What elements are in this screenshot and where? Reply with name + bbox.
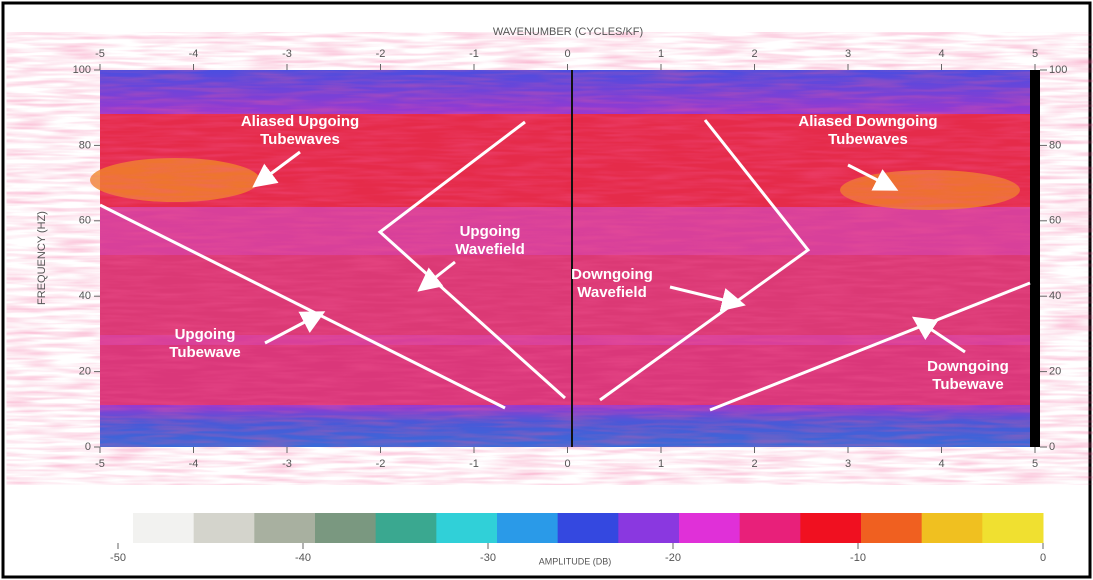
colorbar-tick-label: -40 (295, 552, 311, 564)
y-tick-label: 100 (73, 64, 91, 76)
colorbar-swatch (739, 513, 801, 543)
x-tick-label: 5 (1032, 458, 1038, 470)
colorbar-swatch (921, 513, 983, 543)
colorbar-swatch (375, 513, 437, 543)
colorbar-swatch (800, 513, 862, 543)
x-tick-label-top: 0 (564, 48, 570, 60)
x-tick-label: -5 (95, 458, 105, 470)
colorbar-swatch (497, 513, 559, 543)
annotation: Aliased Upgoing Tubewaves (241, 113, 359, 148)
y-tick-label-right: 100 (1049, 64, 1067, 76)
annotation: Aliased Downgoing Tubewaves (798, 113, 937, 148)
x-tick-label-top: -4 (189, 48, 199, 60)
colorbar-swatch (315, 513, 377, 543)
colorbar-tick-label: 0 (1040, 552, 1046, 564)
x-tick-label-top: 4 (938, 48, 944, 60)
x-tick-label-top: 2 (751, 48, 757, 60)
colorbar-tick-label: -10 (850, 552, 866, 564)
y-tick-label: 60 (79, 215, 91, 227)
annotation: Downgoing Tubewave (927, 358, 1009, 393)
colorbar-swatch (861, 513, 923, 543)
y-tick-label-right: 0 (1049, 441, 1055, 453)
y-tick-label: 80 (79, 139, 91, 151)
colorbar-swatch (193, 513, 255, 543)
colorbar-tick-label: -50 (110, 552, 126, 564)
spectrum (90, 70, 1040, 447)
x-tick-label: -1 (469, 458, 479, 470)
x-axis-label: WAVENUMBER (CYCLES/KF) (493, 26, 643, 38)
y-tick-label: 0 (85, 441, 91, 453)
colorbar-swatch (133, 513, 195, 543)
x-tick-label-top: 3 (845, 48, 851, 60)
annotation: Upgoing Wavefield (455, 223, 524, 258)
x-tick-label-top: 1 (658, 48, 664, 60)
y-tick-label: 20 (79, 366, 91, 378)
x-tick-label-top: -3 (282, 48, 292, 60)
x-tick-label-top: -1 (469, 48, 479, 60)
colorbar-swatch (436, 513, 498, 543)
colorbar-label: AMPLITUDE (DB) (539, 556, 612, 566)
y-tick-label-right: 60 (1049, 215, 1061, 227)
x-tick-label: 4 (938, 458, 944, 470)
annotation: Upgoing Tubewave (169, 326, 240, 361)
y-tick-label-right: 40 (1049, 290, 1061, 302)
colorbar-swatch (679, 513, 741, 543)
x-tick-label: 2 (751, 458, 757, 470)
colorbar-swatch (254, 513, 316, 543)
y-axis-label: FREQUENCY (HZ) (36, 211, 48, 305)
colorbar-swatch (982, 513, 1044, 543)
colorbar-tick-label: -20 (665, 552, 681, 564)
y-tick-label: 40 (79, 290, 91, 302)
x-tick-label: -3 (282, 458, 292, 470)
y-tick-label-right: 80 (1049, 139, 1061, 151)
annotation: Downgoing Wavefield (571, 266, 653, 301)
colorbar-swatch (557, 513, 619, 543)
annotation-lines (99, 119, 1031, 412)
x-tick-label: 3 (845, 458, 851, 470)
x-tick-label-top: -2 (376, 48, 386, 60)
x-tick-label-top: -5 (95, 48, 105, 60)
x-tick-label: 1 (658, 458, 664, 470)
x-tick-label: -4 (189, 458, 199, 470)
colorbar-tick-label: -30 (480, 552, 496, 564)
colorbar-swatch (618, 513, 680, 543)
x-tick-label-top: 5 (1032, 48, 1038, 60)
x-tick-label: 0 (564, 458, 570, 470)
y-tick-label-right: 20 (1049, 366, 1061, 378)
x-tick-label: -2 (376, 458, 386, 470)
